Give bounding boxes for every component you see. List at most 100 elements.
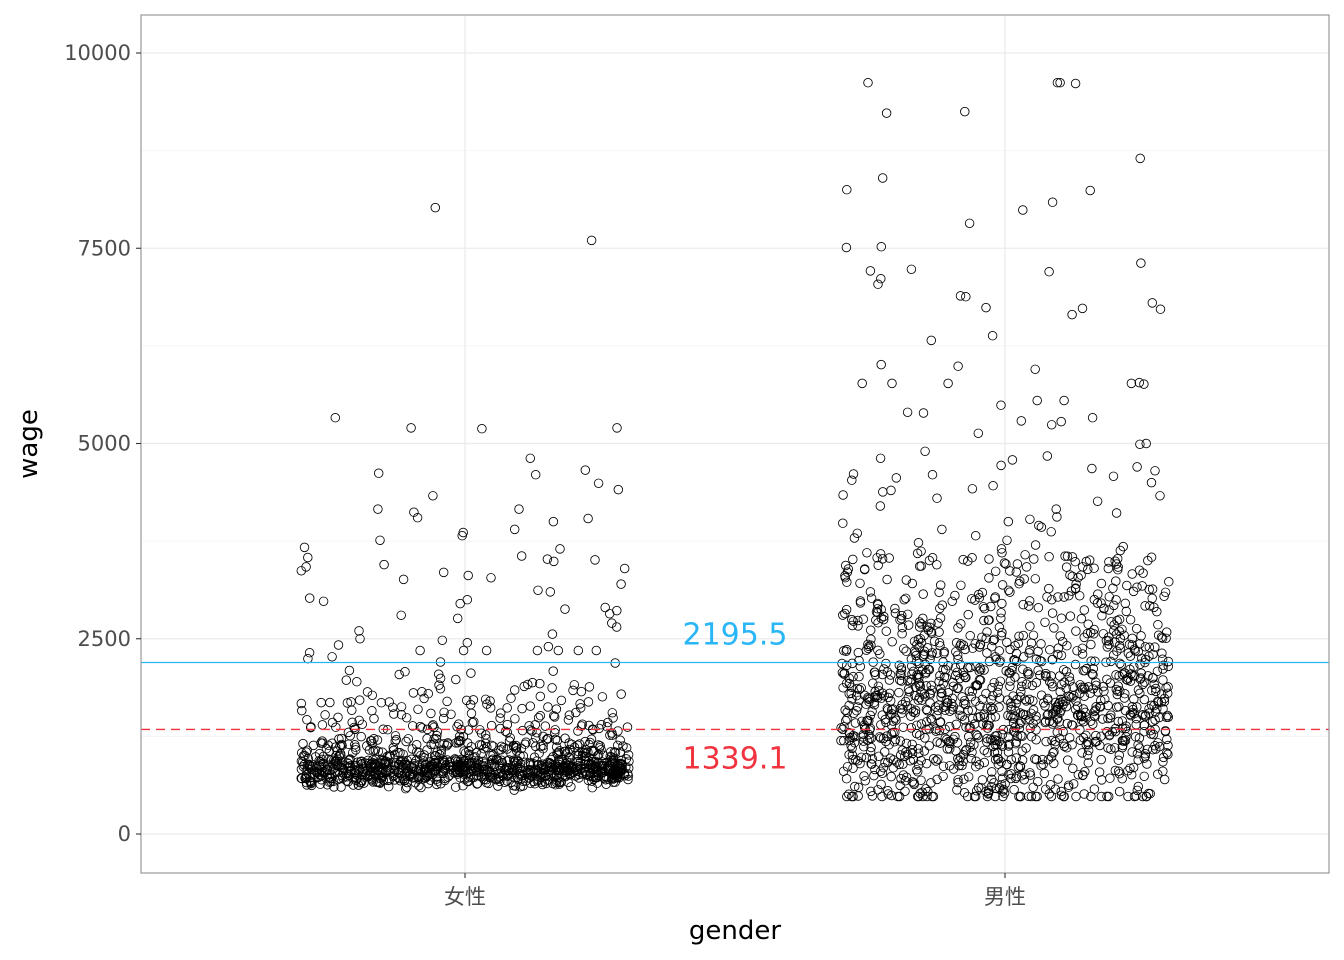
data-point-female [495, 708, 506, 718]
data-point-male [1089, 706, 1100, 717]
data-point-female [305, 761, 316, 772]
data-point-male [1119, 630, 1129, 641]
data-point-male [988, 691, 998, 701]
data-point-male [997, 741, 1008, 751]
data-point-male [1032, 395, 1042, 406]
data-point-female [616, 579, 626, 589]
data-point-male [1020, 694, 1030, 705]
data-point-female [602, 721, 612, 732]
data-point-male [1047, 719, 1058, 729]
data-point-female [503, 765, 514, 776]
data-point-female [415, 645, 425, 656]
data-point-male [988, 741, 998, 752]
data-point-male [965, 630, 975, 641]
data-point-male [878, 487, 888, 497]
data-point-female [434, 749, 445, 760]
data-point-female [373, 468, 384, 478]
data-point-female [549, 556, 559, 567]
data-point-male [1104, 639, 1114, 650]
data-point-male [837, 667, 848, 678]
data-point-male [1096, 791, 1107, 802]
data-point-female [324, 777, 335, 787]
data-point-male [865, 746, 876, 757]
data-point-male [864, 716, 874, 726]
data-point-male [1127, 747, 1137, 757]
data-point-male [947, 596, 957, 607]
data-point-female [480, 694, 491, 705]
data-point-male [1112, 702, 1122, 712]
data-point-male [1143, 788, 1154, 799]
data-point-female [588, 772, 599, 782]
data-point-male [1096, 775, 1107, 785]
data-point-male [1135, 659, 1145, 669]
data-point-male [1091, 677, 1101, 687]
data-point-male [916, 637, 927, 648]
data-point-female [333, 712, 343, 723]
data-point-female [355, 634, 365, 644]
data-point-male [901, 646, 911, 656]
data-point-male [1115, 658, 1125, 669]
data-point-female [612, 740, 623, 751]
data-point-male [902, 609, 913, 620]
data-point-male [1109, 626, 1119, 636]
data-point-male [1006, 769, 1016, 779]
data-point-male [1024, 601, 1034, 611]
data-point-female [466, 708, 477, 719]
data-point-male [1006, 698, 1016, 708]
data-point-male [1070, 659, 1081, 670]
data-point-female [504, 736, 515, 746]
data-point-male [842, 577, 852, 587]
data-point-male [1044, 551, 1054, 562]
data-point-male [1150, 466, 1160, 476]
data-point-male [1032, 791, 1042, 802]
data-point-female [409, 507, 419, 517]
data-point-female [373, 777, 383, 787]
data-point-female [560, 733, 570, 744]
data-point-male [854, 684, 865, 695]
data-point-male [897, 622, 908, 633]
data-point-male [996, 608, 1006, 618]
data-point-female [538, 743, 548, 754]
data-point-male [1135, 688, 1145, 699]
data-point-male [952, 737, 963, 748]
data-point-female [379, 768, 389, 779]
data-point-female [500, 726, 511, 737]
data-point-male [1058, 791, 1069, 802]
data-point-male [1097, 714, 1108, 724]
data-point-male [1003, 732, 1014, 742]
data-point-female [304, 647, 315, 658]
data-point-male [997, 598, 1007, 609]
data-point-female [485, 769, 496, 780]
data-point-male [938, 771, 948, 782]
data-point-female [462, 738, 473, 748]
data-point-male [975, 711, 986, 722]
data-point-male [1060, 696, 1071, 706]
data-point-female [569, 680, 580, 690]
data-point-male [1009, 784, 1019, 795]
data-point-male [926, 627, 936, 637]
data-point-female [538, 731, 548, 742]
data-point-male [847, 620, 858, 631]
data-point-male [855, 578, 865, 589]
data-point-male [935, 717, 946, 727]
data-point-female [370, 770, 380, 781]
data-point-male [872, 690, 883, 701]
data-point-male [866, 593, 877, 603]
data-point-male [879, 691, 889, 701]
data-point-male [873, 618, 883, 628]
data-point-male [1136, 668, 1146, 678]
data-point-female [462, 594, 473, 605]
data-point-female [443, 739, 453, 749]
data-point-male [866, 786, 876, 797]
data-point-male [933, 618, 943, 628]
data-point-male [965, 662, 975, 673]
data-point-female [495, 723, 506, 734]
data-point-male [979, 615, 989, 626]
data-point-male [1012, 694, 1022, 705]
data-point-female [556, 695, 567, 706]
data-point-female [401, 760, 412, 770]
data-point-female [535, 691, 546, 702]
data-point-male [1162, 734, 1172, 745]
data-point-male [918, 408, 929, 418]
data-point-male [1086, 656, 1096, 666]
